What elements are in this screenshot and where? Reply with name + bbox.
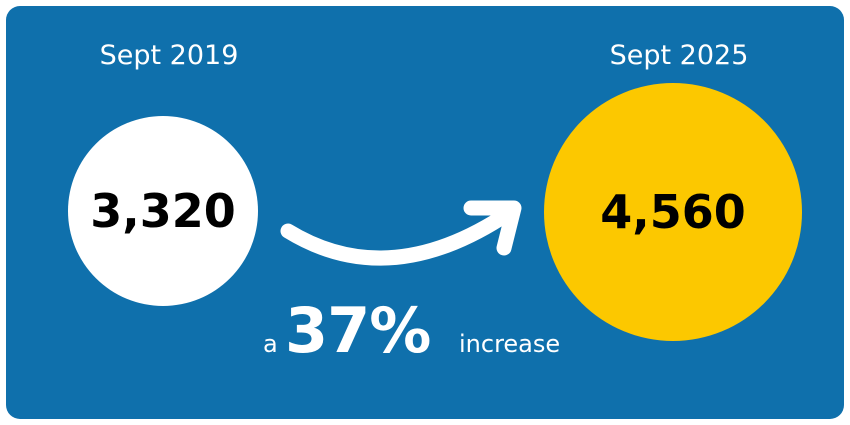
end-value: 4,560	[600, 185, 746, 239]
comparison-panel: Sept 2019 Sept 2025 3,320 4,560 a 37% in…	[6, 6, 844, 419]
curved-arrow-right-icon	[280, 200, 522, 266]
increase-percent: 37%	[285, 294, 431, 367]
end-value-circle: 4,560	[544, 83, 802, 341]
increase-caption: a 37% increase	[261, 294, 581, 374]
start-value: 3,320	[90, 184, 236, 238]
increase-suffix: increase	[459, 330, 561, 358]
start-value-circle: 3,320	[68, 116, 258, 306]
start-date-label: Sept 2019	[99, 40, 239, 71]
end-date-label: Sept 2025	[609, 40, 749, 71]
increase-prefix: a	[263, 330, 278, 358]
